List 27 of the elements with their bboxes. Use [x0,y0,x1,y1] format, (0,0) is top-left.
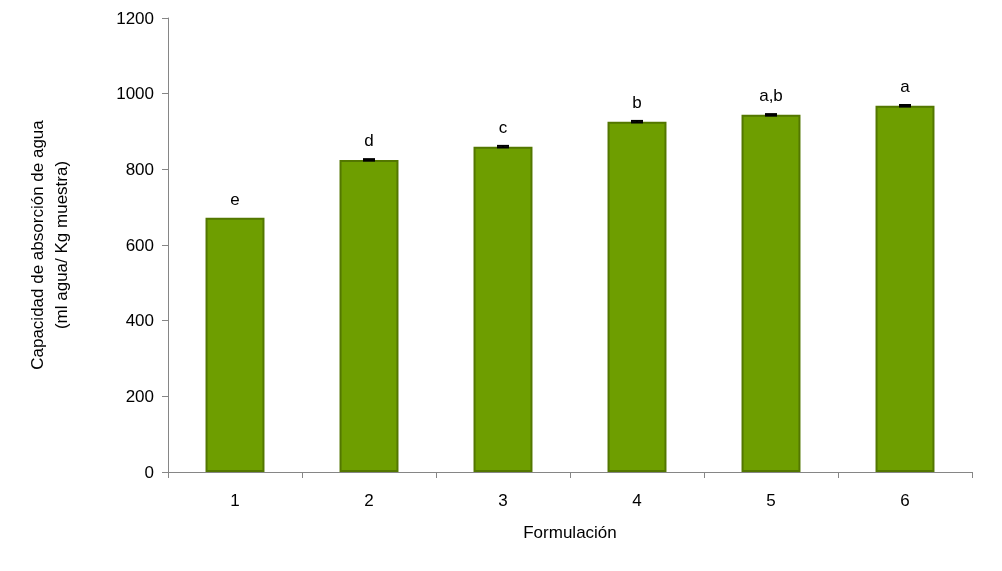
y-tick-label: 600 [125,235,154,255]
x-tick-label: 5 [766,491,776,510]
y-tick-label: 200 [125,386,154,406]
y-axis-title: Capacidad de absorción de agua (ml agua/ Kg muestra) [27,119,71,370]
annotation: d [364,131,374,151]
y-tick-label: 1200 [116,8,154,28]
y-tick-label: 1000 [116,84,154,104]
y-tick-label: 800 [125,159,154,179]
y-tick-label: 0 [144,462,154,482]
bar [607,121,667,472]
x-tick-label: 3 [498,491,508,510]
annotation: e [230,189,240,209]
annotation: a,b [759,86,783,106]
annotation: a [900,77,911,97]
y-tick-label: 400 [125,311,154,331]
bar [875,105,935,472]
bar [741,114,801,472]
x-axis-title: Formulación [523,523,617,542]
x-tick-label: 6 [900,491,910,510]
x-tick-label: 4 [632,491,642,510]
x-tick-label: 1 [230,491,240,510]
annotation: c [498,117,508,137]
annotation: b [632,92,642,112]
bar [339,159,399,472]
x-tick-label: 2 [364,491,374,510]
bar [205,217,265,472]
bar [473,146,533,472]
